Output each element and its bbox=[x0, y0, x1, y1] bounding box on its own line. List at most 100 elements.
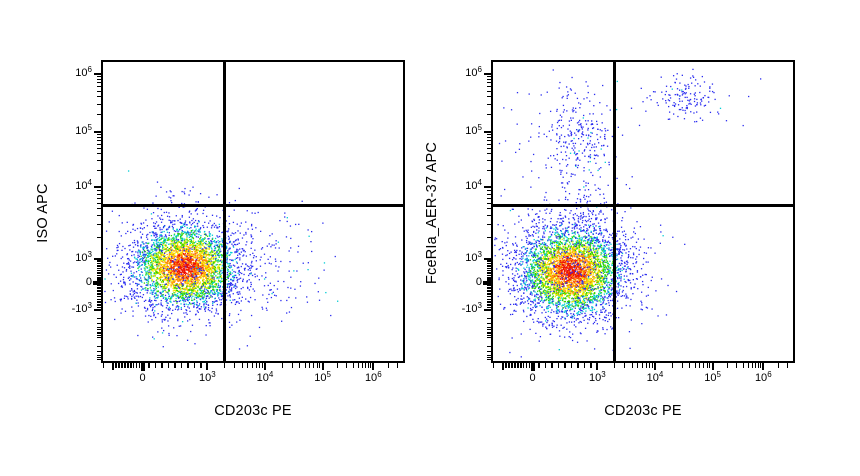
x-axis-tick-label: 104 bbox=[646, 370, 664, 385]
x-axis-minor-tick bbox=[522, 363, 525, 368]
y-axis-minor-tick bbox=[96, 260, 101, 262]
y-axis-minor-tick bbox=[486, 323, 491, 325]
y-axis-minor-tick bbox=[486, 160, 491, 162]
x-axis-major-tick bbox=[654, 363, 656, 370]
x-axis-minor-tick bbox=[364, 363, 366, 368]
x-axis-major-tick bbox=[711, 363, 714, 370]
y-axis-minor-tick bbox=[486, 76, 491, 78]
x-axis-minor-tick bbox=[167, 363, 170, 368]
y-axis-major-tick bbox=[94, 72, 101, 75]
x-axis-tick-label: 105 bbox=[704, 370, 721, 385]
y-axis-minor-tick bbox=[486, 147, 491, 149]
x-axis-minor-tick bbox=[590, 363, 592, 368]
x-axis-tick-label: 0 bbox=[139, 372, 146, 384]
y-axis-minor-tick bbox=[486, 170, 491, 172]
x-axis-minor-tick bbox=[200, 363, 202, 368]
y-axis-minor-tick bbox=[96, 333, 101, 335]
y-axis-minor-tick bbox=[96, 326, 101, 328]
y-axis-minor-tick bbox=[486, 86, 491, 88]
x-axis-minor-tick bbox=[135, 363, 138, 368]
x-axis-minor-tick bbox=[699, 363, 701, 368]
x-axis-minor-tick bbox=[614, 363, 616, 368]
y-axis-minor-tick bbox=[486, 215, 491, 217]
y-axis-minor-tick bbox=[96, 357, 101, 359]
x-axis-minor-tick bbox=[778, 363, 780, 368]
y-axis-minor-tick bbox=[486, 193, 491, 195]
x-axis-minor-tick bbox=[648, 363, 650, 368]
y-axis-minor-tick bbox=[96, 79, 101, 81]
y-axis-major-tick bbox=[484, 257, 491, 260]
y-axis-major-tick bbox=[484, 130, 491, 133]
y-axis-tick-label: 105 bbox=[465, 122, 482, 137]
y-axis-major-tick bbox=[484, 309, 491, 312]
x-axis-tick-label: 104 bbox=[256, 370, 274, 385]
y-axis-minor-tick bbox=[96, 262, 101, 265]
y-axis-tick-label: -103 bbox=[461, 301, 482, 316]
y-axis-minor-tick bbox=[486, 287, 491, 290]
y-axis-minor-tick bbox=[486, 290, 491, 292]
x-axis-minor-tick bbox=[121, 363, 123, 368]
y-axis-major-tick bbox=[94, 257, 101, 260]
y-axis-minor-tick bbox=[486, 277, 491, 279]
x-axis-minor-tick bbox=[528, 363, 531, 368]
y-axis-minor-tick bbox=[486, 331, 491, 333]
y-axis-minor-tick bbox=[96, 318, 101, 320]
y-axis-minor-tick bbox=[96, 269, 101, 272]
x-axis-minor-tick bbox=[511, 363, 513, 368]
y-axis-minor-tick bbox=[486, 329, 491, 331]
y-axis-minor-tick bbox=[486, 333, 491, 335]
y-axis-tick-label: 103 bbox=[465, 249, 482, 264]
y-axis-minor-tick bbox=[96, 267, 101, 270]
y-axis-minor-tick bbox=[486, 292, 491, 295]
y-axis-minor-tick bbox=[96, 274, 101, 277]
x-axis-tick-label: 105 bbox=[314, 370, 331, 385]
x-axis-minor-tick bbox=[583, 363, 586, 368]
y-axis-minor-tick bbox=[96, 272, 101, 274]
x-axis-major-tick bbox=[321, 363, 324, 370]
y-axis-minor-tick bbox=[486, 279, 491, 282]
x-axis-minor-tick bbox=[557, 363, 560, 368]
x-axis-minor-tick bbox=[760, 363, 762, 368]
x-axis-minor-tick bbox=[234, 363, 236, 368]
x-axis-minor-tick bbox=[493, 363, 495, 368]
x-axis-minor-tick bbox=[138, 363, 141, 368]
x-axis-minor-tick bbox=[570, 363, 573, 368]
y-axis-minor-tick bbox=[96, 301, 101, 303]
x-axis-minor-tick bbox=[396, 363, 398, 368]
x-axis-minor-tick bbox=[754, 363, 756, 368]
x-axis-minor-tick bbox=[304, 363, 306, 368]
x-axis-minor-tick bbox=[513, 363, 516, 368]
x-axis-minor-tick bbox=[388, 363, 390, 368]
y-axis-minor-tick bbox=[96, 323, 101, 325]
plot-area bbox=[101, 60, 405, 363]
y-axis-minor-tick bbox=[486, 208, 491, 210]
x-axis-minor-tick bbox=[671, 363, 673, 368]
x-axis-minor-tick bbox=[103, 363, 105, 368]
x-axis-minor-tick bbox=[148, 363, 150, 368]
y-axis-minor-tick bbox=[486, 274, 491, 277]
scatter-points-canvas bbox=[103, 62, 403, 361]
x-axis-minor-tick bbox=[370, 363, 372, 368]
x-axis-minor-tick bbox=[299, 363, 301, 368]
x-axis-minor-tick bbox=[346, 363, 348, 368]
y-axis-minor-tick bbox=[486, 236, 491, 238]
x-axis-minor-tick bbox=[161, 363, 163, 368]
y-axis-minor-tick bbox=[96, 170, 101, 172]
y-axis-minor-tick bbox=[96, 265, 101, 267]
y-axis-minor-tick bbox=[96, 224, 101, 226]
x-axis-minor-tick bbox=[123, 363, 126, 368]
x-axis-minor-tick bbox=[126, 363, 129, 368]
x-axis-minor-tick bbox=[624, 363, 626, 368]
y-axis-minor-tick bbox=[96, 190, 101, 192]
y-axis-minor-tick bbox=[96, 147, 101, 149]
y-axis-minor-tick bbox=[96, 90, 101, 92]
x-axis-tick-label: 106 bbox=[754, 370, 772, 385]
y-axis-minor-tick bbox=[96, 136, 101, 138]
x-axis-minor-tick bbox=[564, 363, 566, 368]
y-axis-minor-tick bbox=[96, 236, 101, 238]
y-axis-tick-label: -103 bbox=[71, 301, 92, 316]
x-axis-minor-tick bbox=[706, 363, 708, 368]
y-axis-minor-tick bbox=[486, 295, 491, 298]
x-axis-minor-tick bbox=[313, 363, 315, 368]
